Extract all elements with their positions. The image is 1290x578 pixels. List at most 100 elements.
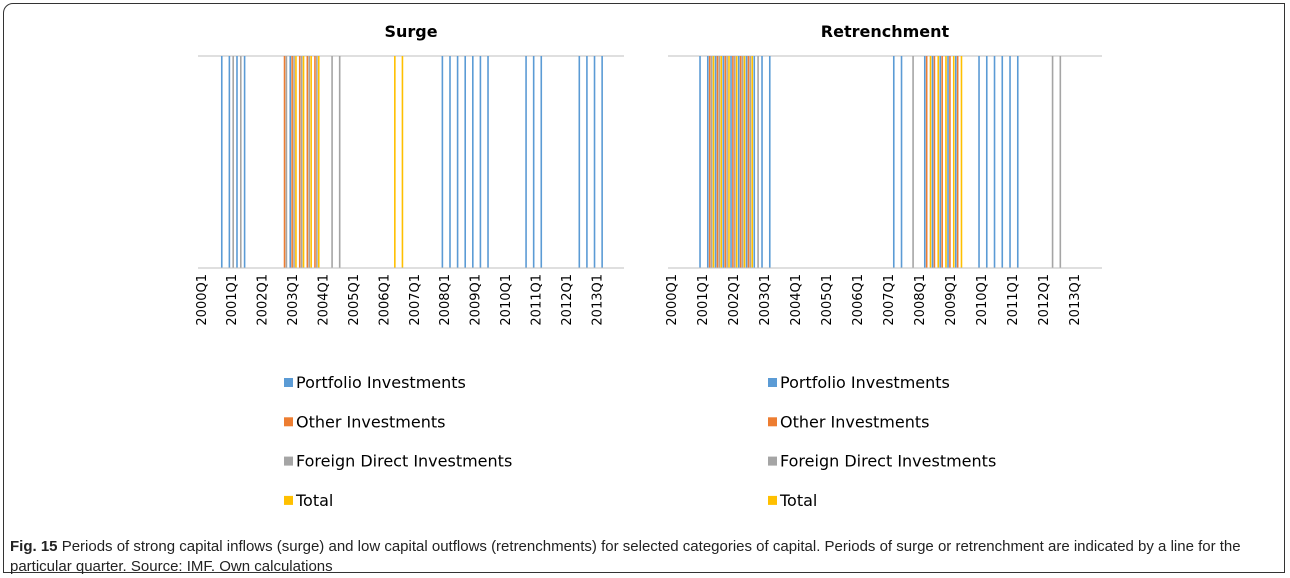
x-tick-label: 2013Q1: [590, 274, 605, 326]
bar: [283, 56, 286, 268]
x-tick-label: 2007Q1: [408, 274, 423, 326]
bar: [394, 56, 396, 268]
bar: [1016, 56, 1019, 268]
bar: [993, 56, 996, 268]
caption: Fig. 15 Periods of strong capital inflow…: [10, 537, 1280, 577]
bar: [236, 56, 238, 268]
chart-title: Retrenchment: [821, 22, 950, 41]
bar: [532, 56, 535, 268]
bar: [745, 56, 748, 268]
figure-frame: [3, 3, 1285, 573]
bar: [726, 56, 728, 268]
bar: [949, 56, 951, 268]
bar: [728, 56, 730, 268]
x-tick-label: 2001Q1: [225, 274, 240, 326]
x-tick-label: 2002Q1: [727, 274, 742, 326]
x-tick-label: 2001Q1: [696, 274, 711, 326]
bar: [757, 56, 759, 268]
bar: [730, 56, 732, 268]
legend-swatch: [284, 456, 293, 466]
bar: [947, 56, 949, 268]
bar: [1051, 56, 1054, 268]
bar: [593, 56, 596, 268]
bar: [912, 56, 914, 268]
x-tick-label: 2006Q1: [851, 274, 866, 326]
legend-swatch: [768, 378, 777, 387]
bar: [578, 56, 581, 268]
bar: [939, 56, 942, 268]
bar: [293, 56, 295, 268]
bar: [1009, 56, 1011, 268]
legend-label: Other Investments: [780, 412, 929, 431]
bar: [289, 56, 292, 268]
bar: [960, 56, 963, 268]
x-tick-label: 2011Q1: [1006, 274, 1021, 326]
bar: [295, 56, 297, 268]
bar: [743, 56, 746, 268]
bar: [479, 56, 482, 268]
bar: [540, 56, 543, 268]
legend-swatch: [768, 495, 777, 505]
bar: [716, 56, 719, 268]
bar: [954, 56, 957, 268]
bar: [941, 56, 943, 268]
x-tick-label: 2010Q1: [975, 274, 990, 326]
bar: [739, 56, 742, 268]
bar: [1059, 56, 1062, 268]
bar: [239, 56, 242, 268]
bar: [978, 56, 980, 268]
bar: [712, 56, 715, 268]
x-tick-label: 2000Q1: [665, 274, 680, 326]
bar: [985, 56, 988, 268]
bar: [308, 56, 311, 268]
bar: [228, 56, 231, 268]
caption-label: Fig. 15: [10, 538, 58, 555]
legend-swatch: [284, 378, 293, 387]
bar: [956, 56, 959, 268]
bar: [317, 56, 320, 268]
legend-label: Total: [295, 491, 333, 510]
bar: [734, 56, 736, 268]
legend-label: Total: [779, 491, 817, 510]
x-tick-label: 2011Q1: [530, 274, 545, 326]
bar: [464, 56, 467, 268]
x-tick-label: 2006Q1: [377, 274, 392, 326]
legend-swatch: [284, 495, 293, 505]
x-tick-label: 2005Q1: [820, 274, 835, 326]
bar: [952, 56, 955, 268]
bar: [751, 56, 754, 268]
x-tick-label: 2012Q1: [1037, 274, 1052, 326]
bar: [314, 56, 316, 268]
bar: [714, 56, 717, 268]
bar: [586, 56, 588, 268]
bar: [718, 56, 721, 268]
caption-text: Periods of strong capital inflows (surge…: [10, 538, 1241, 575]
x-tick-label: 2003Q1: [286, 274, 301, 326]
bar: [749, 56, 752, 268]
x-tick-label: 2008Q1: [438, 274, 453, 326]
bar: [331, 56, 333, 268]
bar: [931, 56, 934, 268]
bar: [761, 56, 763, 268]
bar: [900, 56, 903, 268]
x-tick-label: 2013Q1: [1068, 274, 1083, 326]
bar: [724, 56, 726, 268]
bar: [747, 56, 750, 268]
legend-swatch: [284, 417, 293, 427]
bar: [929, 56, 932, 268]
bar: [753, 56, 756, 268]
x-tick-label: 2009Q1: [469, 274, 484, 326]
bar: [298, 56, 301, 268]
bar: [300, 56, 303, 268]
bar: [741, 56, 744, 268]
bar: [310, 56, 312, 268]
bar: [243, 56, 246, 268]
bar: [720, 56, 723, 268]
x-tick-label: 2007Q1: [882, 274, 897, 326]
bar: [525, 56, 527, 268]
bar: [925, 56, 928, 268]
bar: [945, 56, 947, 268]
legend-label: Foreign Direct Investments: [780, 452, 996, 471]
bar: [220, 56, 223, 268]
legend-label: Portfolio Investments: [296, 373, 466, 392]
